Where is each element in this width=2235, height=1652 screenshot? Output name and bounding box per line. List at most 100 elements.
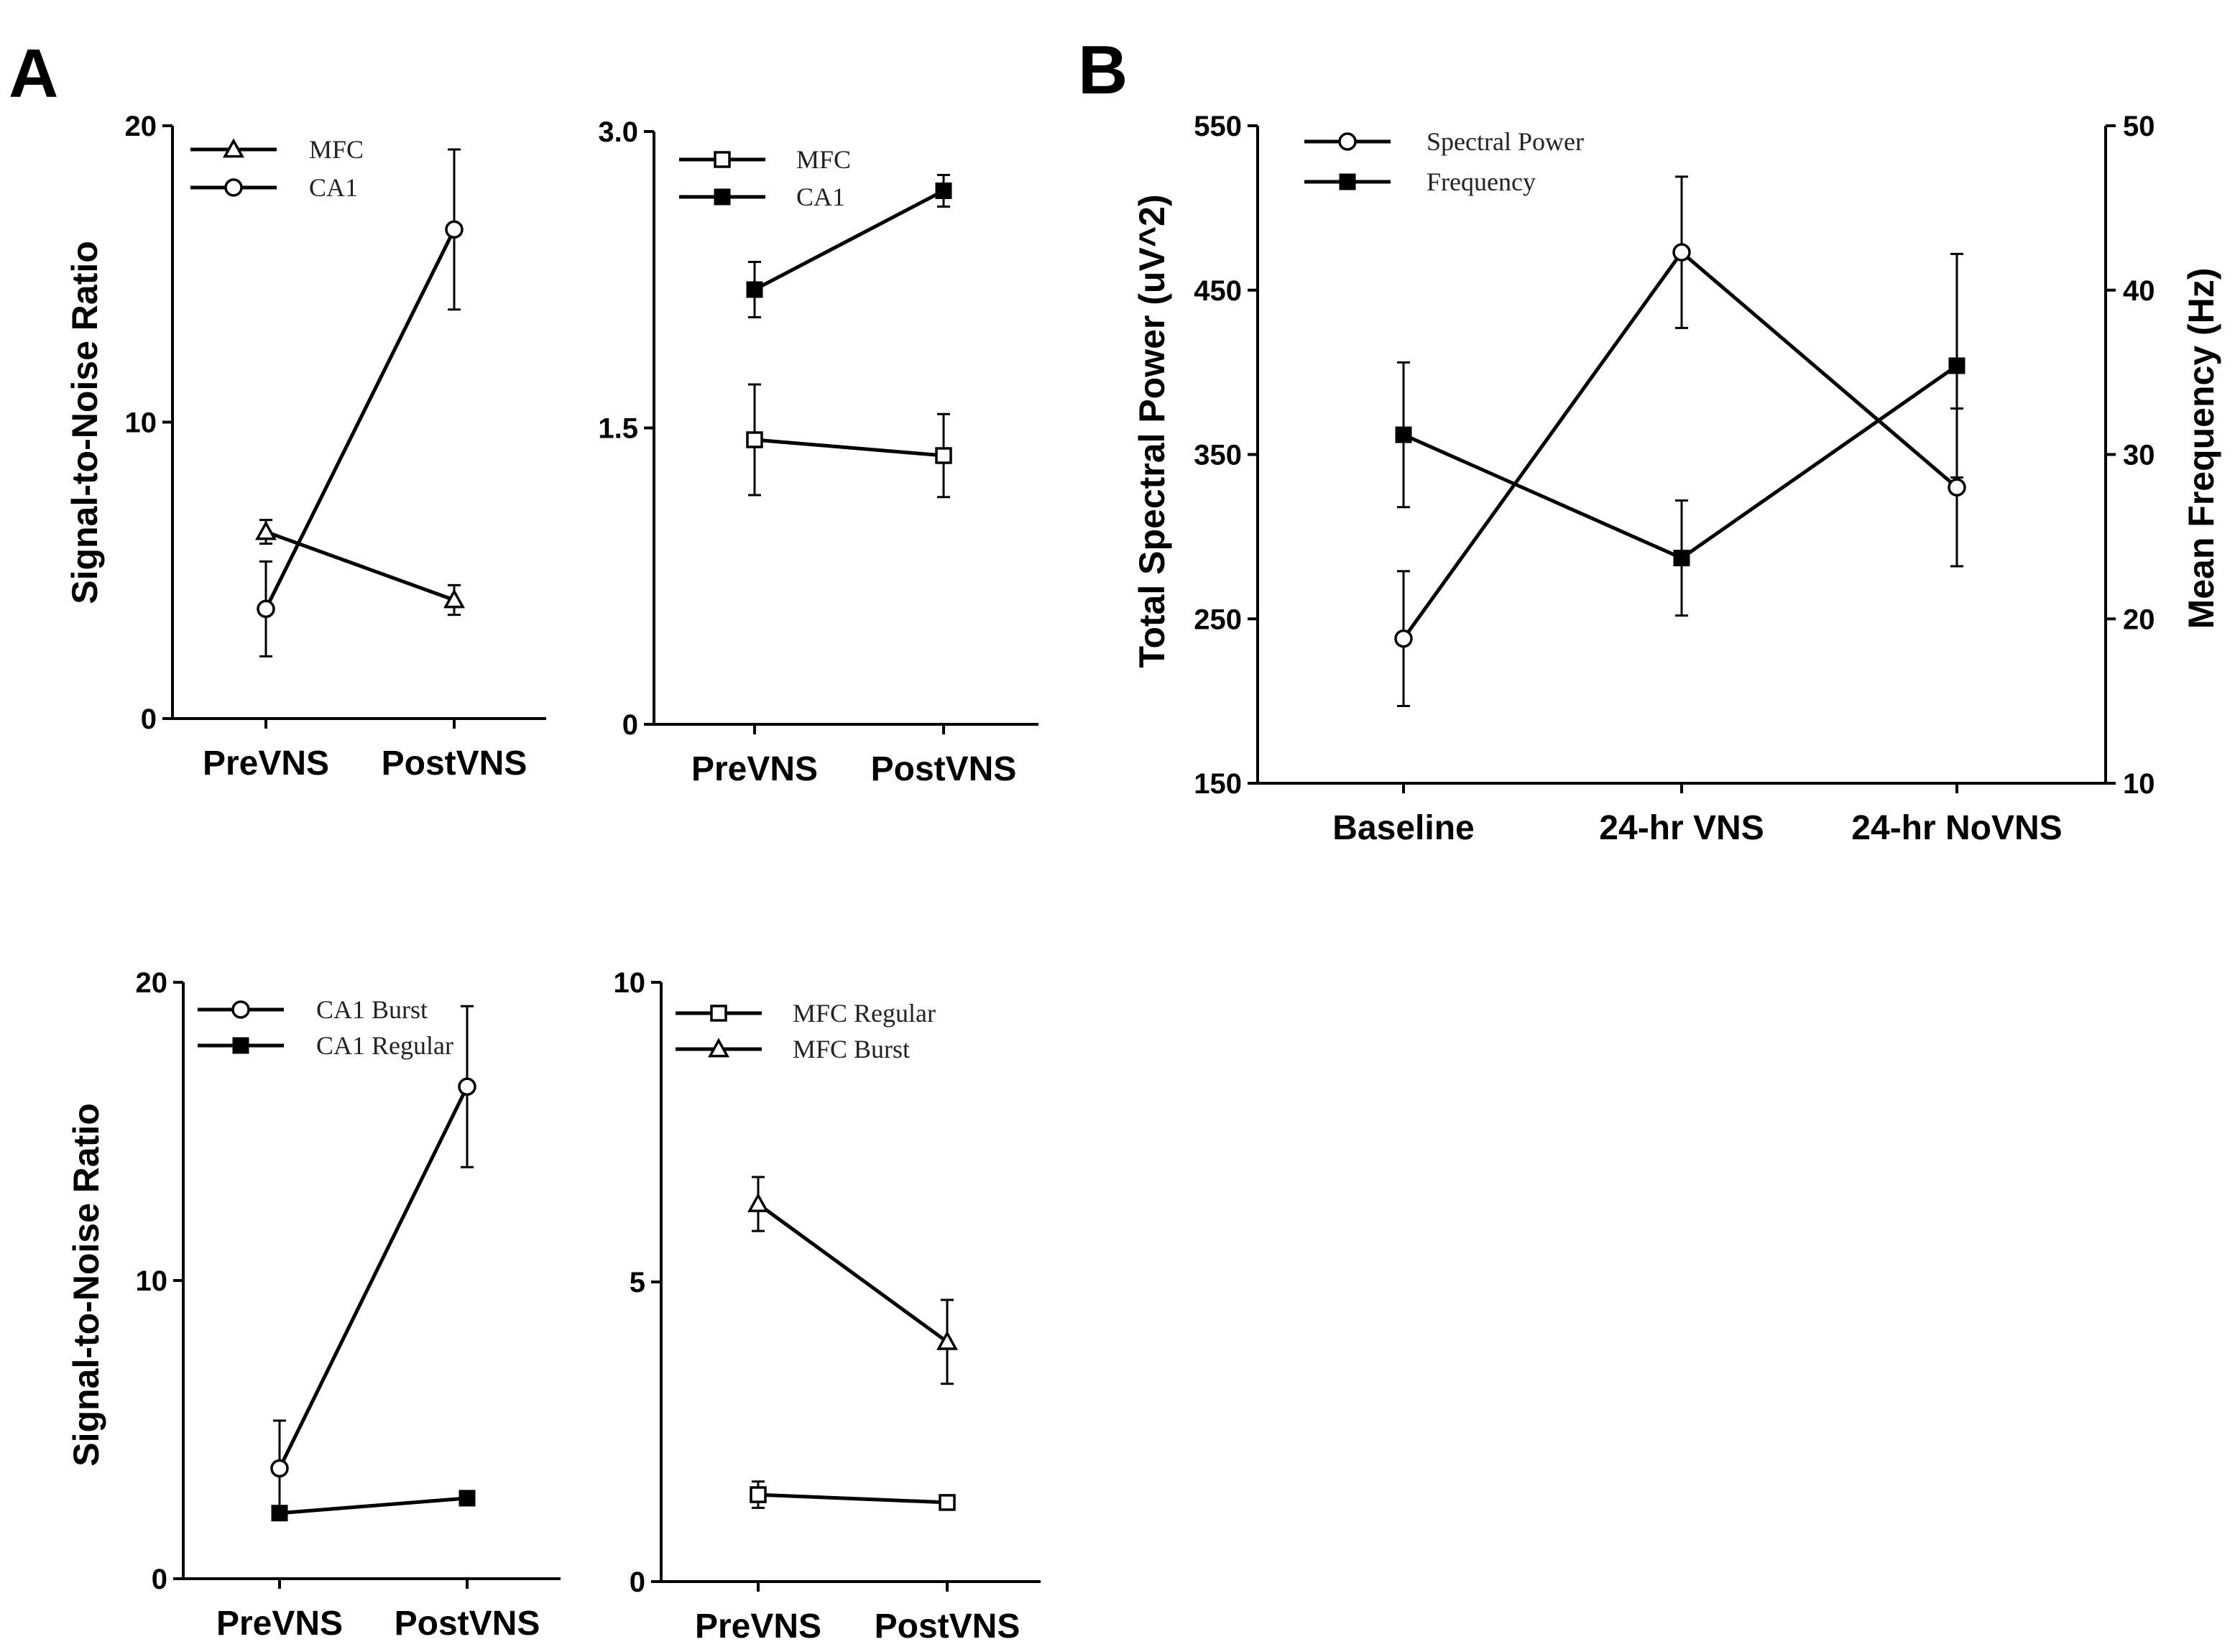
y-tick-label: 10 <box>614 967 646 999</box>
legend-entry: CA1 Burst <box>198 995 428 1024</box>
panel-label-b: B <box>1078 32 1128 109</box>
y-tick-label: 150 <box>1194 768 1242 800</box>
data-point <box>257 599 275 619</box>
chart-3: 0 10 20 PreVNS PostVNS Signal-to-Noise Ratio C… <box>66 967 561 1643</box>
y-axis-title: Signal-to-Noise Ratio <box>65 241 105 604</box>
legend-label: CA1 <box>309 173 358 202</box>
x-tick-label: PreVNS <box>216 1605 343 1643</box>
series-line <box>757 1202 949 1344</box>
series-ca1 <box>746 174 952 318</box>
data-point <box>746 431 763 448</box>
y-tick-label: 1.5 <box>598 413 638 445</box>
data-point <box>1948 478 1966 497</box>
y-tick-label: 250 <box>1194 604 1242 635</box>
y-tick-label: 450 <box>1194 275 1242 307</box>
x-tick-label: PreVNS <box>695 1607 821 1646</box>
data-point <box>1394 629 1413 648</box>
x-tick-label: PostVNS <box>875 1607 1020 1646</box>
data-point <box>1672 243 1691 262</box>
legend-label: CA1 Burst <box>316 995 428 1024</box>
y-tick-label: 0 <box>141 703 157 735</box>
legend-marker <box>714 188 731 206</box>
x-tick-label: PostVNS <box>395 1605 540 1643</box>
y-tick-label: 10 <box>136 1265 168 1297</box>
series-mfc <box>255 519 465 617</box>
legend-label: MFC <box>309 135 364 164</box>
series-mfc-burst <box>747 1176 958 1385</box>
y-tick-label-right: 10 <box>2123 768 2155 800</box>
data-point <box>935 447 952 464</box>
series-line <box>1401 249 1958 640</box>
data-point <box>458 1077 476 1096</box>
series-line <box>757 1492 948 1505</box>
data-point <box>1948 357 1966 374</box>
series-ca1-regular <box>271 1490 476 1522</box>
series-ca1 <box>257 148 464 657</box>
series-line <box>277 1086 469 1469</box>
x-tick-label: PreVNS <box>203 744 329 783</box>
y-tick-label: 10 <box>125 407 157 439</box>
series-line <box>279 1496 468 1515</box>
x-tick-label: PostVNS <box>382 744 527 783</box>
data-point <box>1395 426 1412 443</box>
legend-label: CA1 <box>796 183 845 211</box>
series-mfc <box>746 383 952 499</box>
data-point <box>935 183 952 199</box>
y-tick-label-right: 30 <box>2123 440 2155 471</box>
legend-marker <box>231 1000 250 1019</box>
series-frequency <box>1395 252 1966 617</box>
series-line <box>264 229 456 610</box>
data-point <box>445 220 464 239</box>
y-tick-label: 0 <box>630 1566 645 1598</box>
legend-label: CA1 Regular <box>316 1031 453 1060</box>
y-tick-label: 3.0 <box>598 116 638 148</box>
series-spectral-power <box>1394 175 1966 707</box>
charts-container: 0 10 20 PreVNS PostVNS Signal-to-Noise Ratio M… <box>65 111 2221 1646</box>
y-axis-title: Signal-to-Noise Ratio <box>66 1103 106 1467</box>
y-axis-title-right: Mean Frequency (Hz) <box>2181 268 2221 629</box>
data-point <box>747 1192 769 1212</box>
legend-entry: CA1 <box>679 183 845 211</box>
data-point <box>271 1505 288 1522</box>
data-point <box>255 520 277 540</box>
y-tick-label: 5 <box>630 1267 645 1298</box>
y-tick-label: 550 <box>1194 111 1242 142</box>
legend-marker <box>1338 132 1357 151</box>
legend-marker <box>714 151 731 168</box>
series-ca1-burst <box>270 1005 476 1518</box>
chart-4: 0 5 10 PreVNS PostVNS MFC Regular MFC Burst <box>614 967 1041 1646</box>
legend-marker <box>710 1005 727 1022</box>
legend-marker <box>232 1037 249 1054</box>
legend-marker <box>1339 173 1356 190</box>
legend-label: MFC Burst <box>793 1035 910 1063</box>
y-tick-label-right: 50 <box>2123 111 2155 142</box>
data-point <box>458 1490 476 1507</box>
legend-marker <box>708 1038 729 1058</box>
series-line <box>1402 364 1958 560</box>
x-tick-label: Baseline <box>1332 809 1474 847</box>
legend-entry: MFC <box>190 135 364 164</box>
legend-label: MFC <box>796 145 851 174</box>
x-tick-label: 24-hr NoVNS <box>1851 809 2062 847</box>
data-point <box>939 1494 956 1511</box>
y-tick-label: 0 <box>152 1564 167 1595</box>
y-tick-label: 20 <box>136 967 168 999</box>
legend-entry: MFC <box>679 145 851 174</box>
series-line <box>753 189 945 292</box>
legend-entry: MFC Burst <box>676 1035 910 1063</box>
x-tick-label: 24-hr VNS <box>1599 809 1764 847</box>
legend-label: MFC Regular <box>793 999 936 1028</box>
legend-marker <box>223 138 244 158</box>
legend-entry: Spectral Power <box>1304 127 1584 156</box>
series-line <box>754 438 944 458</box>
data-point <box>750 1486 767 1503</box>
series-line <box>265 530 455 602</box>
legend-marker <box>224 178 243 197</box>
chart-5: 150 250 350 450 550 10 20 30 40 50 Baseline 24-hr V… <box>1132 111 2221 847</box>
series-mfc-regular <box>750 1480 956 1511</box>
data-point <box>746 281 763 298</box>
legend-entry: CA1 Regular <box>198 1031 453 1060</box>
data-point <box>443 589 465 609</box>
data-point <box>1673 550 1690 567</box>
